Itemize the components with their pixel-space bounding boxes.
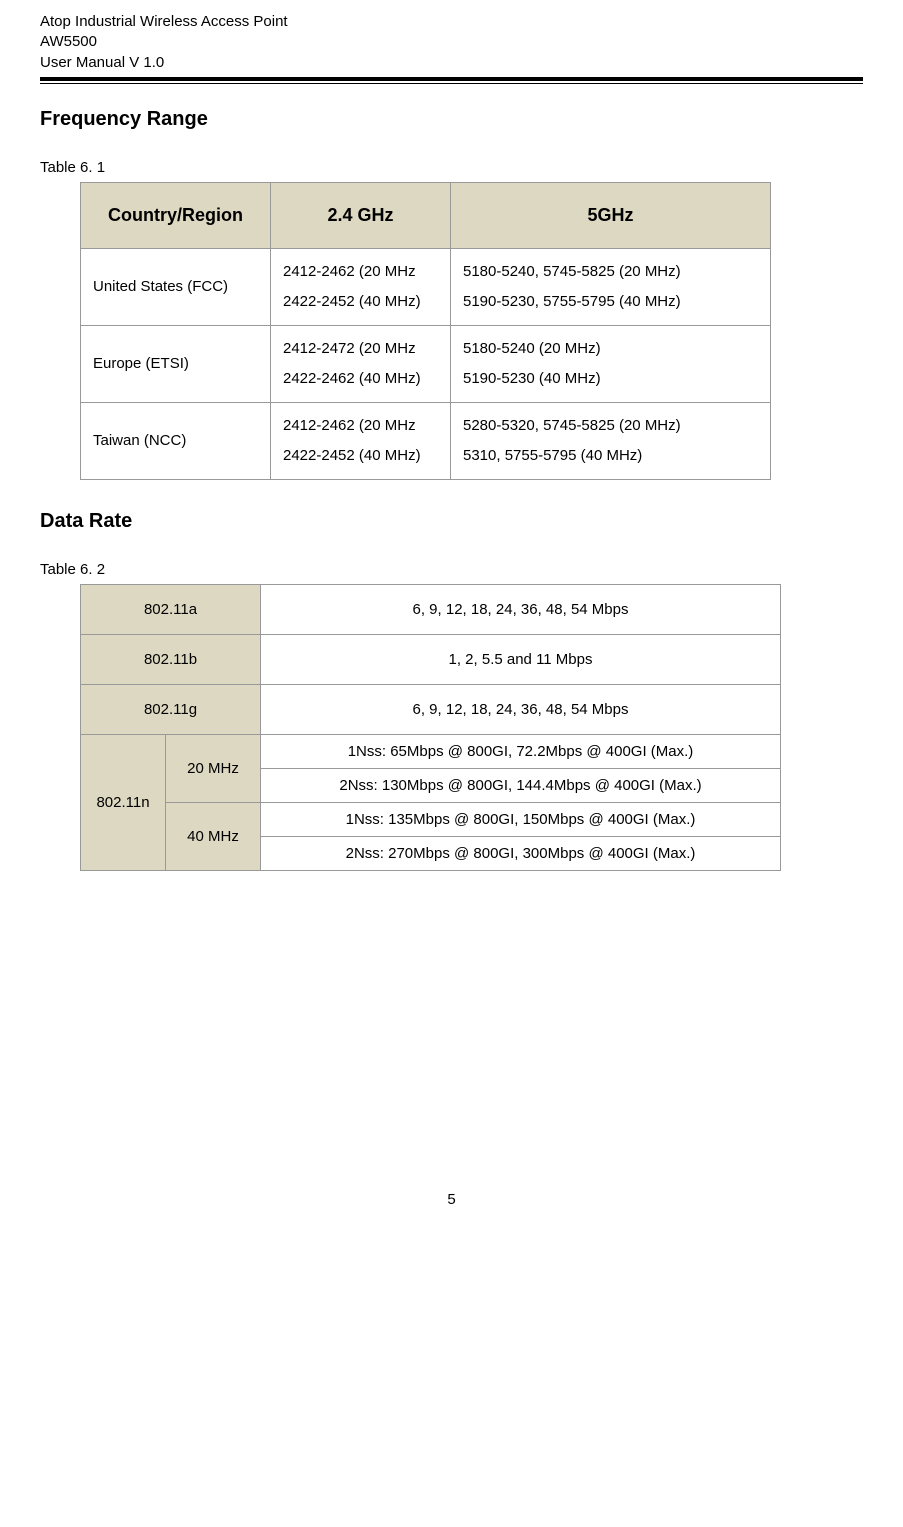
frequency-range-heading: Frequency Range [40,108,863,131]
table-header-row: Country/Region 2.4 GHz 5GHz [81,182,771,248]
header-divider [40,77,863,84]
cell-line: 2412-2472 (20 MHz [283,334,438,364]
cell-rate-a: 6, 9, 12, 18, 24, 36, 48, 54 Mbps [261,584,781,634]
cell-region: Europe (ETSI) [81,325,271,402]
doc-header: Atop Industrial Wireless Access Point AW… [40,12,863,73]
cell-line: 5310, 5755-5795 (40 MHz) [463,441,758,471]
data-rate-table: 802.11a 6, 9, 12, 18, 24, 36, 48, 54 Mbp… [80,584,781,871]
page-number: 5 [40,1191,863,1208]
cell-bw-20: 20 MHz [166,734,261,802]
header-line-3: User Manual V 1.0 [40,53,863,73]
table-row: 802.11g 6, 9, 12, 18, 24, 36, 48, 54 Mbp… [81,684,781,734]
col-header-5ghz: 5GHz [451,182,771,248]
cell-24ghz: 2412-2472 (20 MHz 2422-2462 (40 MHz) [271,325,451,402]
table-row: Taiwan (NCC) 2412-2462 (20 MHz 2422-2452… [81,402,771,479]
cell-line: 5180-5240, 5745-5825 (20 MHz) [463,257,758,287]
cell-line: 5190-5230 (40 MHz) [463,364,758,394]
cell-line: 5180-5240 (20 MHz) [463,334,758,364]
cell-rate-n-3: 1Nss: 135Mbps @ 800GI, 150Mbps @ 400GI (… [261,802,781,836]
cell-line: 2422-2452 (40 MHz) [283,287,438,317]
cell-5ghz: 5180-5240 (20 MHz) 5190-5230 (40 MHz) [451,325,771,402]
cell-5ghz: 5180-5240, 5745-5825 (20 MHz) 5190-5230,… [451,248,771,325]
header-line-1: Atop Industrial Wireless Access Point [40,12,863,32]
cell-standard-n: 802.11n [81,734,166,870]
cell-region: United States (FCC) [81,248,271,325]
table-row: 802.11n 20 MHz 1Nss: 65Mbps @ 800GI, 72.… [81,734,781,768]
col-header-region: Country/Region [81,182,271,248]
cell-line: 5190-5230, 5755-5795 (40 MHz) [463,287,758,317]
cell-line: 2412-2462 (20 MHz [283,411,438,441]
cell-rate-b: 1, 2, 5.5 and 11 Mbps [261,634,781,684]
cell-standard-a: 802.11a [81,584,261,634]
cell-line: 2412-2462 (20 MHz [283,257,438,287]
table-6-2-caption: Table 6. 2 [40,561,863,578]
table-row: 802.11a 6, 9, 12, 18, 24, 36, 48, 54 Mbp… [81,584,781,634]
cell-rate-n-4: 2Nss: 270Mbps @ 800GI, 300Mbps @ 400GI (… [261,836,781,870]
table-row: 40 MHz 1Nss: 135Mbps @ 800GI, 150Mbps @ … [81,802,781,836]
table-6-1-caption: Table 6. 1 [40,159,863,176]
cell-line: 2422-2452 (40 MHz) [283,441,438,471]
cell-rate-n-1: 1Nss: 65Mbps @ 800GI, 72.2Mbps @ 400GI (… [261,734,781,768]
cell-bw-40: 40 MHz [166,802,261,870]
cell-24ghz: 2412-2462 (20 MHz 2422-2452 (40 MHz) [271,248,451,325]
cell-5ghz: 5280-5320, 5745-5825 (20 MHz) 5310, 5755… [451,402,771,479]
table-row: Europe (ETSI) 2412-2472 (20 MHz 2422-246… [81,325,771,402]
cell-standard-b: 802.11b [81,634,261,684]
cell-standard-g: 802.11g [81,684,261,734]
table-row: 802.11b 1, 2, 5.5 and 11 Mbps [81,634,781,684]
data-rate-heading: Data Rate [40,510,863,533]
cell-24ghz: 2412-2462 (20 MHz 2422-2452 (40 MHz) [271,402,451,479]
col-header-24ghz: 2.4 GHz [271,182,451,248]
cell-line: 2422-2462 (40 MHz) [283,364,438,394]
cell-region: Taiwan (NCC) [81,402,271,479]
table-row: United States (FCC) 2412-2462 (20 MHz 24… [81,248,771,325]
cell-line: 5280-5320, 5745-5825 (20 MHz) [463,411,758,441]
frequency-range-table: Country/Region 2.4 GHz 5GHz United State… [80,182,771,480]
cell-rate-g: 6, 9, 12, 18, 24, 36, 48, 54 Mbps [261,684,781,734]
header-line-2: AW5500 [40,32,863,52]
cell-rate-n-2: 2Nss: 130Mbps @ 800GI, 144.4Mbps @ 400GI… [261,768,781,802]
